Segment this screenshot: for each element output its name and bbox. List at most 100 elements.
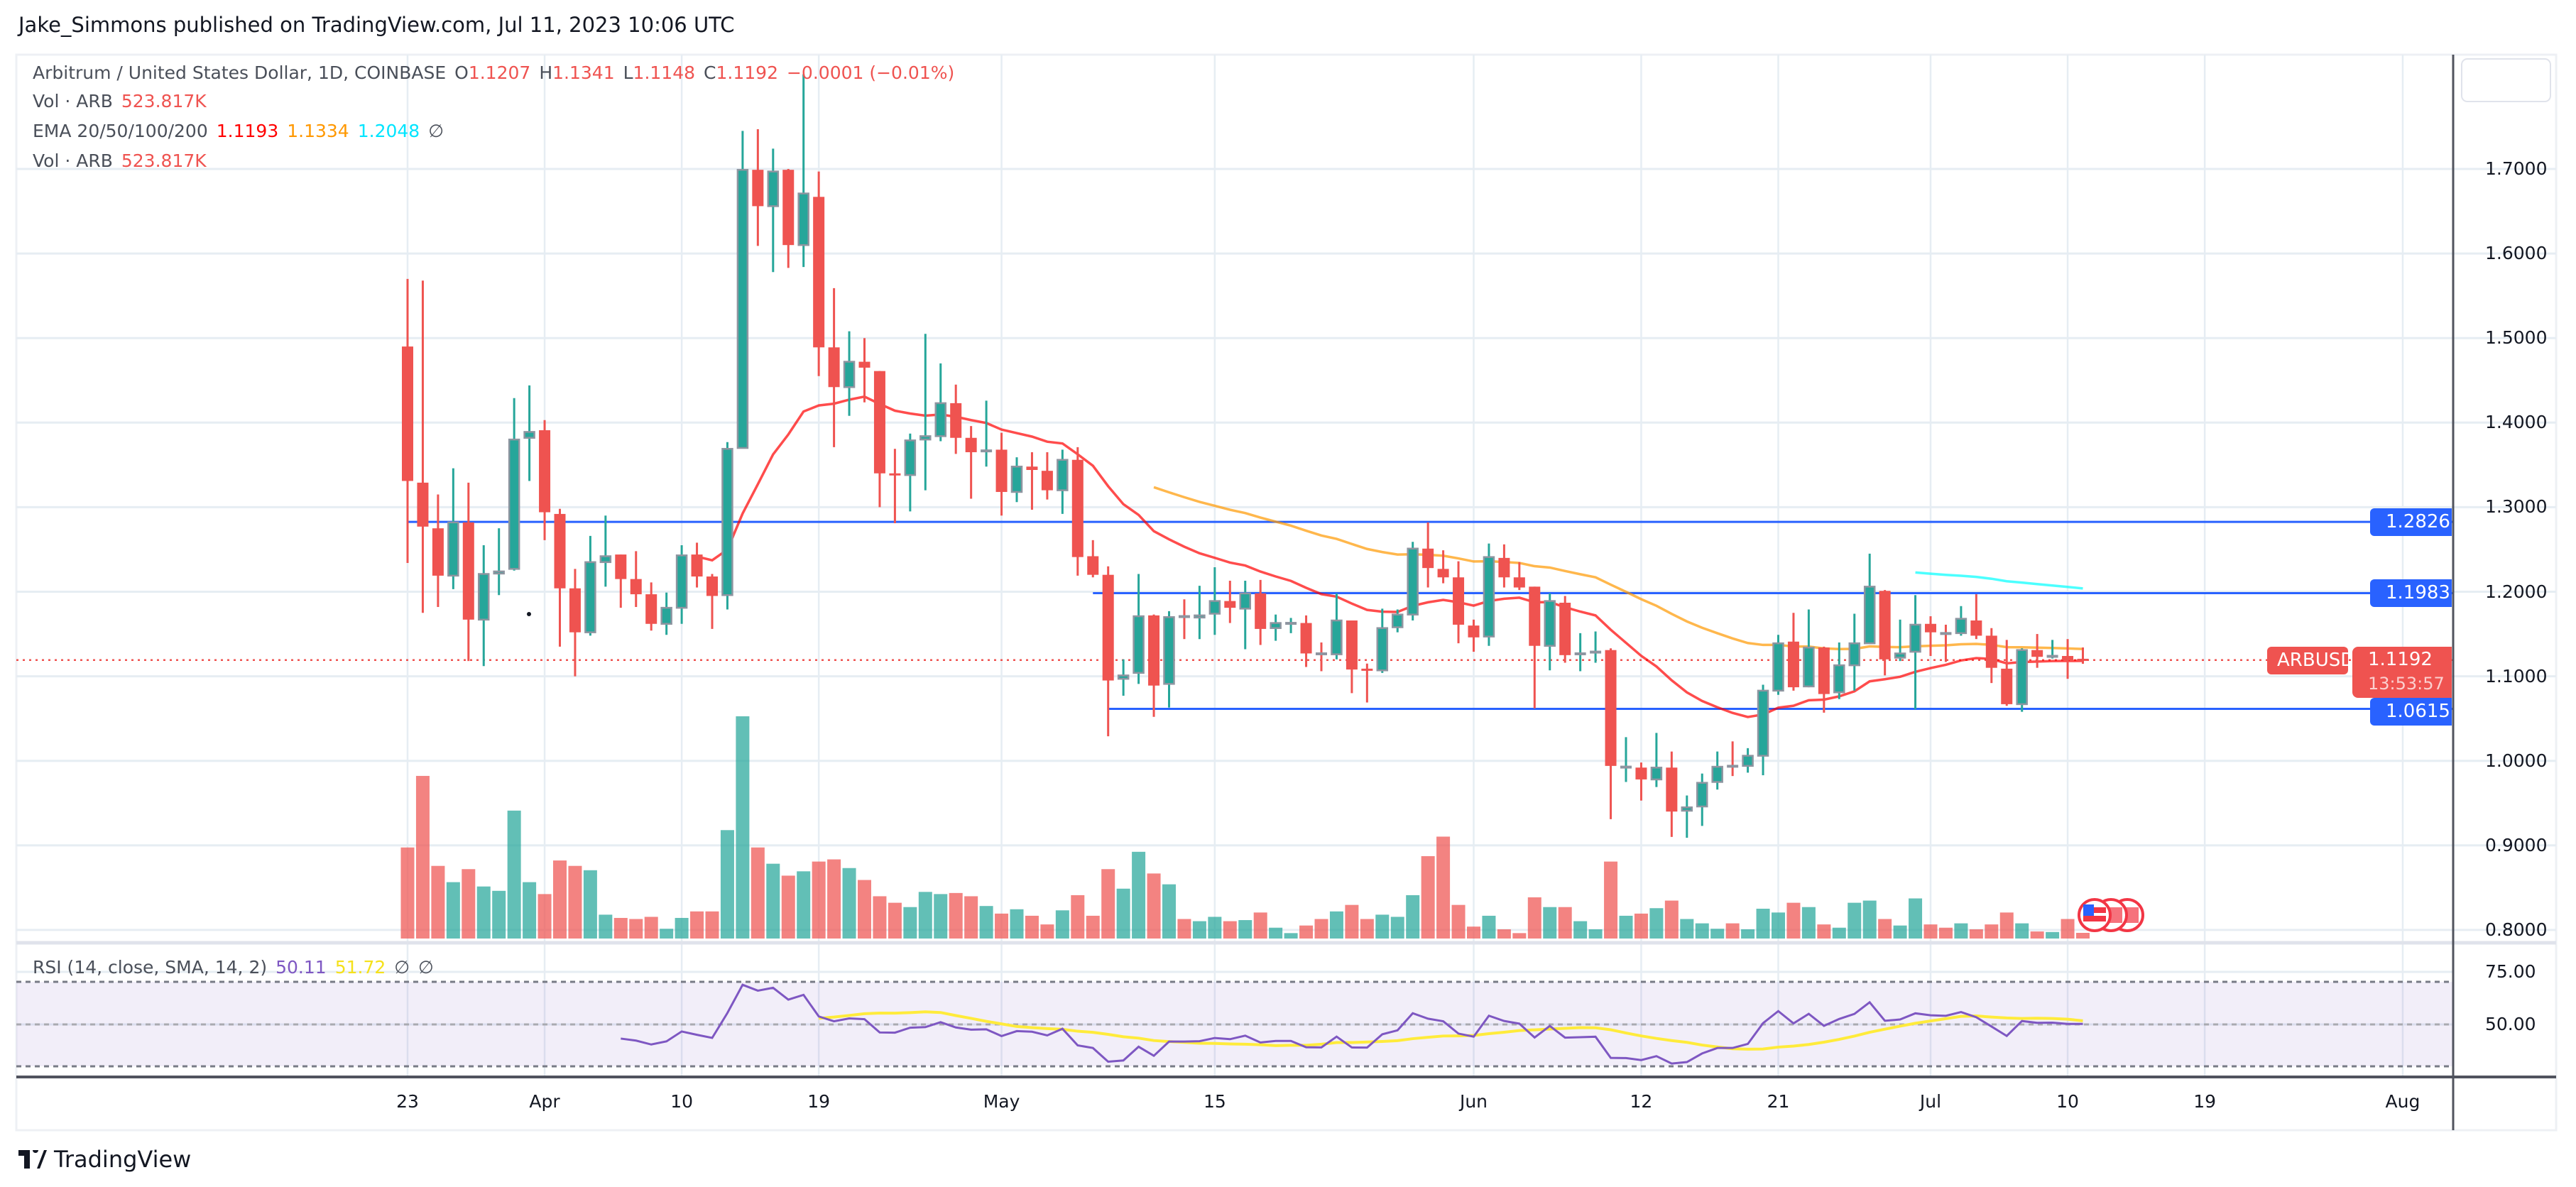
rsi-value: 50.11: [275, 957, 327, 978]
volume-bar: [1162, 884, 1176, 939]
volume-bar: [858, 880, 871, 939]
volume-bar: [400, 847, 415, 939]
candle-body: [2077, 658, 2089, 661]
candle: [889, 449, 901, 524]
candle: [1696, 773, 1708, 826]
candle-body: [858, 361, 871, 368]
volume-bar: [1878, 919, 1892, 939]
low-label: L: [623, 62, 633, 83]
high-value: 1.1341: [552, 62, 615, 83]
candle-body: [1392, 613, 1404, 628]
price-axis-settings-button[interactable]: [2461, 58, 2551, 102]
event-flags[interactable]: [2078, 898, 2144, 932]
legend-rsi[interactable]: RSI (14, close, SMA, 14, 2) 50.11 51.72 ∅ ∅: [33, 957, 442, 978]
volume-bar: [934, 894, 948, 939]
candle: [721, 442, 733, 610]
candle: [1270, 614, 1282, 641]
volume-bar: [720, 830, 734, 939]
ema50-value: 1.1334: [287, 121, 349, 141]
candle: [1529, 586, 1541, 709]
candle-body: [1407, 547, 1419, 616]
rsi-series: [621, 983, 2083, 1065]
volume-bar: [1071, 895, 1085, 939]
candle: [1300, 615, 1312, 667]
volume-bar: [1848, 902, 1862, 939]
candle-body: [2031, 650, 2043, 657]
close-label: C: [704, 62, 716, 83]
volume-bar: [903, 907, 917, 939]
volume-series: [400, 716, 2090, 939]
volume-bar: [1756, 909, 1770, 939]
volume-bar: [1390, 917, 1404, 939]
candle-body: [981, 449, 993, 453]
candle-body: [554, 513, 566, 589]
candle-body: [1711, 765, 1723, 783]
candle-body: [1940, 632, 1952, 635]
candle: [767, 148, 780, 273]
ema100-value: 1.2048: [357, 121, 420, 141]
legend-ema[interactable]: EMA 20/50/100/200 1.1193 1.1334 1.2048 ∅: [33, 121, 452, 141]
symbol-title[interactable]: Arbitrum / United States Dollar, 1D, COI…: [33, 62, 447, 83]
volume-bar: [1862, 900, 1877, 939]
candle-body: [523, 431, 535, 439]
rsi-extra-value: ∅: [418, 957, 434, 978]
candle-body: [1194, 614, 1206, 619]
volume-bar: [1558, 907, 1572, 939]
tradingview-logo-icon: [18, 1150, 47, 1169]
candle-body: [706, 576, 718, 596]
volume-bar: [949, 892, 963, 939]
candle: [1483, 543, 1495, 646]
volume-bar: [2030, 931, 2044, 939]
volume-bar: [415, 775, 430, 939]
candle: [1057, 449, 1069, 514]
rsi-line: [621, 983, 2083, 1065]
candle-body: [1071, 459, 1084, 557]
candle: [1970, 594, 1982, 640]
rsi-axis-label: 50.00: [2485, 1014, 2536, 1034]
candle-body: [1513, 577, 1525, 588]
volume-bar: [568, 865, 582, 939]
volume-bar: [660, 929, 674, 939]
volume-bar: [1772, 912, 1785, 939]
candle-body: [478, 573, 490, 621]
grid: [16, 55, 2556, 1077]
candle-body: [599, 555, 612, 564]
volume-bar: [1208, 917, 1222, 939]
volume-bar: [1710, 929, 1725, 939]
volume-bar: [537, 894, 552, 939]
volume-bar: [964, 896, 978, 939]
candle: [828, 288, 840, 447]
candle-body: [1590, 650, 1602, 654]
candle: [1513, 562, 1525, 591]
volume-bar: [1451, 904, 1466, 939]
candle-body: [1498, 557, 1510, 578]
candle: [2001, 640, 2013, 706]
volume-bar: [476, 886, 491, 939]
candle-body: [2062, 656, 2074, 660]
candle-body: [736, 168, 749, 449]
candle: [1392, 609, 1404, 633]
legend-main: Arbitrum / United States Dollar, 1D, COI…: [33, 62, 963, 83]
candle-body: [873, 371, 885, 474]
candle: [1925, 616, 1936, 657]
legend-volume-1[interactable]: Vol · ARB 523.817K: [33, 91, 215, 111]
candle-body: [1772, 642, 1784, 692]
ema20-value: 1.1193: [216, 121, 279, 141]
candle-body: [1559, 602, 1571, 655]
candle: [934, 363, 946, 442]
us-flag-icon[interactable]: [2078, 898, 2112, 932]
volume-bar: [629, 919, 643, 939]
candle: [615, 554, 627, 608]
volume-bar: [1588, 929, 1603, 939]
last-price-label: 1.1192 13:53:57: [2352, 647, 2452, 698]
volume-bar: [1177, 919, 1191, 939]
legend-volume-2[interactable]: Vol · ARB 523.817K: [33, 151, 215, 171]
candle: [1544, 593, 1556, 671]
candle: [1590, 631, 1602, 663]
candle: [1772, 635, 1784, 695]
tradingview-logo[interactable]: TradingView: [18, 1146, 191, 1173]
candle-body: [1468, 625, 1480, 638]
volume-bar: [1893, 925, 1907, 939]
volume-bar: [1938, 927, 1953, 939]
